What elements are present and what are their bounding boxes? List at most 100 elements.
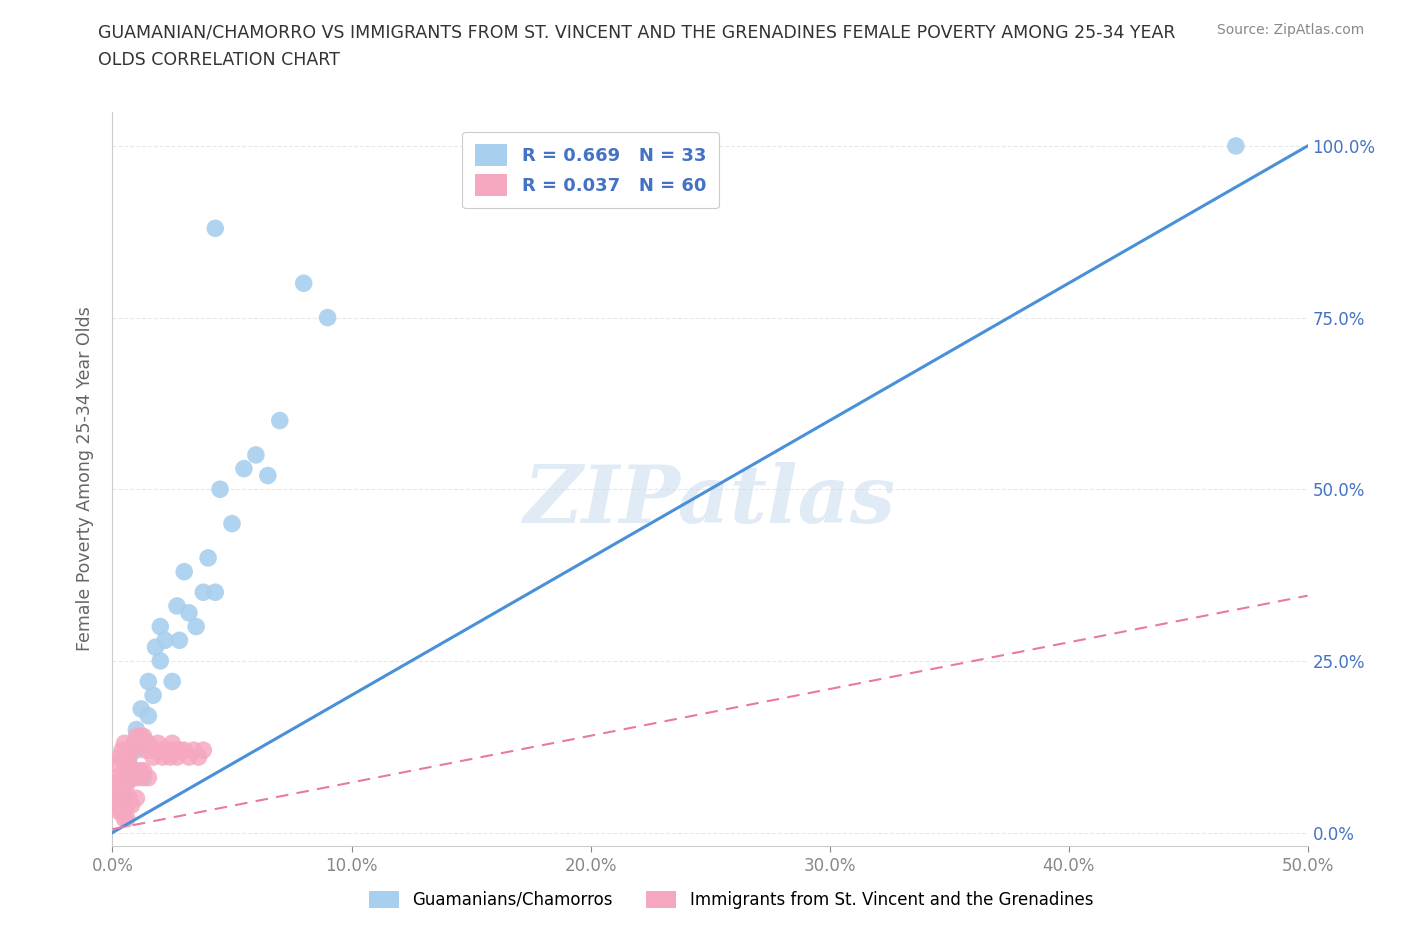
Point: [145, 743, 167, 758]
Point: [114, 764, 135, 778]
Point: [129, 729, 152, 744]
Point: [139, 743, 162, 758]
Point: [118, 756, 141, 771]
Legend: R = 0.669   N = 33, R = 0.037   N = 60: R = 0.669 N = 33, R = 0.037 N = 60: [463, 132, 718, 208]
Point: [142, 750, 165, 764]
Point: [122, 770, 145, 785]
Point: [129, 764, 152, 778]
Point: [125, 764, 148, 778]
Point: [177, 750, 200, 764]
Point: [122, 736, 145, 751]
Point: [105, 798, 128, 813]
Point: [209, 482, 232, 497]
Point: [173, 743, 195, 758]
Text: ZIPatlas: ZIPatlas: [524, 462, 896, 539]
Point: [132, 764, 155, 778]
Point: [193, 743, 215, 758]
Point: [135, 743, 157, 758]
Point: [162, 674, 183, 689]
Point: [173, 565, 195, 579]
Point: [166, 750, 188, 764]
Point: [115, 777, 138, 792]
Point: [108, 777, 131, 792]
Point: [121, 798, 143, 813]
Point: [104, 770, 127, 785]
Point: [105, 756, 128, 771]
Point: [153, 633, 176, 648]
Point: [257, 468, 280, 483]
Point: [111, 743, 134, 758]
Point: [292, 276, 315, 291]
Point: [121, 770, 143, 785]
Point: [156, 743, 179, 758]
Point: [162, 736, 183, 751]
Point: [138, 674, 160, 689]
Point: [316, 310, 339, 325]
Point: [204, 221, 226, 236]
Point: [159, 750, 181, 764]
Legend: Guamanians/Chamorros, Immigrants from St. Vincent and the Grenadines: Guamanians/Chamorros, Immigrants from St…: [361, 883, 1101, 917]
Point: [149, 743, 172, 758]
Point: [142, 688, 165, 703]
Text: OLDS CORRELATION CHART: OLDS CORRELATION CHART: [98, 51, 340, 69]
Point: [197, 551, 219, 565]
Point: [125, 790, 148, 805]
Point: [221, 516, 243, 531]
Point: [186, 619, 208, 634]
Point: [111, 770, 134, 785]
Point: [111, 804, 134, 819]
Y-axis label: Female Poverty Among 25-34 Year Olds: Female Poverty Among 25-34 Year Olds: [76, 307, 94, 651]
Point: [177, 605, 200, 620]
Point: [114, 811, 135, 826]
Point: [146, 736, 169, 751]
Point: [1225, 139, 1247, 153]
Point: [114, 736, 135, 751]
Point: [105, 784, 128, 799]
Point: [111, 784, 134, 799]
Point: [125, 729, 148, 744]
Point: [193, 585, 215, 600]
Point: [115, 756, 138, 771]
Point: [125, 722, 148, 737]
Point: [129, 701, 152, 716]
Point: [138, 770, 160, 785]
Text: Source: ZipAtlas.com: Source: ZipAtlas.com: [1216, 23, 1364, 37]
Point: [108, 790, 131, 805]
Point: [114, 777, 135, 792]
Point: [138, 736, 160, 751]
Text: GUAMANIAN/CHAMORRO VS IMMIGRANTS FROM ST. VINCENT AND THE GRENADINES FEMALE POVE: GUAMANIAN/CHAMORRO VS IMMIGRANTS FROM ST…: [98, 23, 1175, 41]
Point: [132, 770, 155, 785]
Point: [269, 413, 291, 428]
Point: [114, 798, 135, 813]
Point: [204, 585, 226, 600]
Point: [145, 640, 167, 655]
Point: [121, 743, 143, 758]
Point: [149, 654, 172, 669]
Point: [153, 743, 176, 758]
Point: [163, 743, 186, 758]
Point: [114, 790, 135, 805]
Point: [128, 736, 150, 751]
Point: [121, 770, 143, 785]
Point: [183, 743, 205, 758]
Point: [233, 461, 256, 476]
Point: [152, 750, 174, 764]
Point: [169, 743, 191, 758]
Point: [149, 619, 172, 634]
Point: [108, 750, 131, 764]
Point: [115, 811, 138, 826]
Point: [118, 750, 141, 764]
Point: [166, 599, 188, 614]
Point: [118, 770, 141, 785]
Point: [115, 798, 138, 813]
Point: [108, 804, 131, 819]
Point: [132, 729, 155, 744]
Point: [104, 790, 127, 805]
Point: [245, 447, 267, 462]
Point: [128, 770, 150, 785]
Point: [138, 709, 160, 724]
Point: [118, 790, 141, 805]
Point: [125, 743, 148, 758]
Point: [169, 633, 191, 648]
Point: [187, 750, 209, 764]
